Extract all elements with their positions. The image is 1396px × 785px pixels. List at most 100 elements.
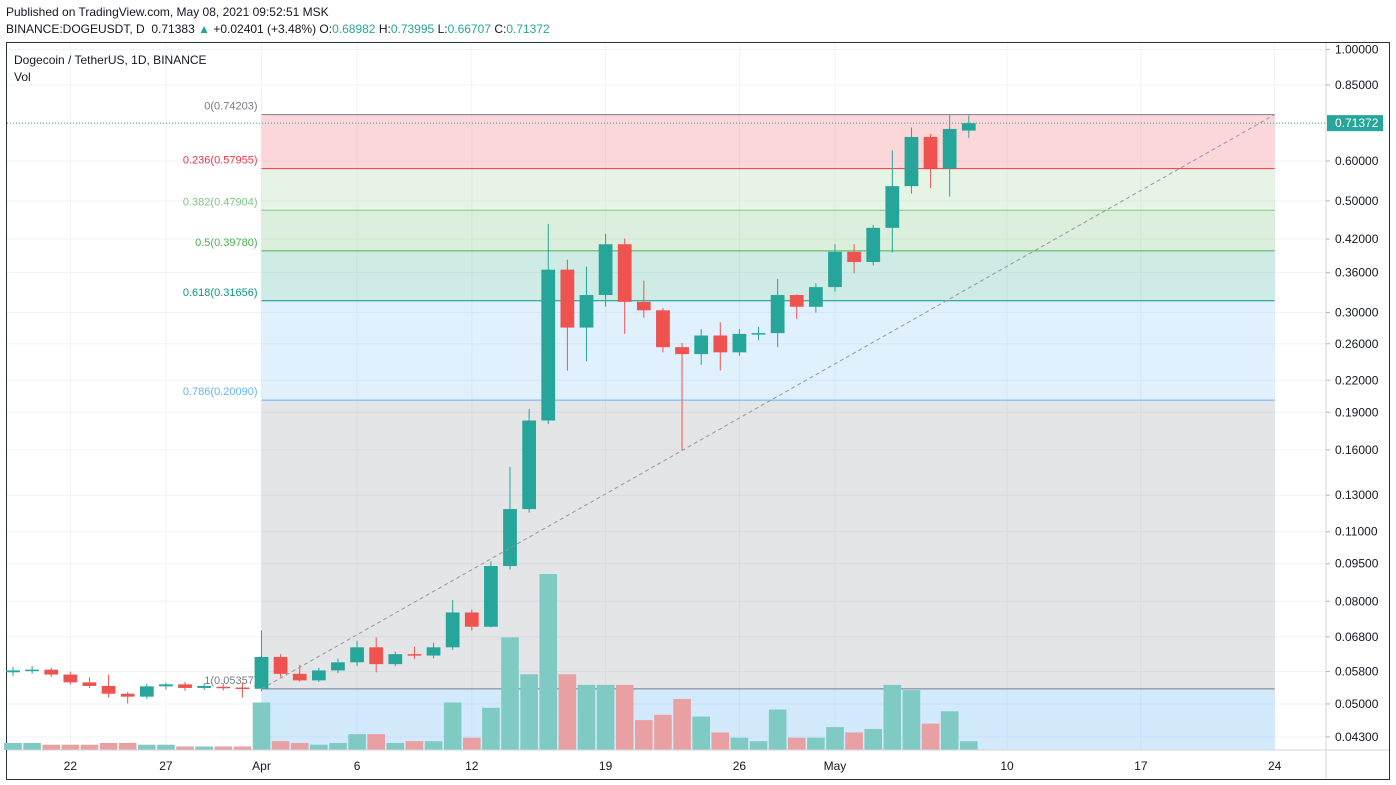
volume-bar (635, 720, 653, 750)
candle-body (292, 673, 307, 681)
volume-bar (768, 709, 787, 750)
price-tick-label: 0.36000 (1335, 266, 1379, 280)
volume-bar (405, 741, 424, 750)
symbol-label: BINANCE:DOGEUSDT, D (6, 22, 145, 36)
time-tick-label: 19 (599, 759, 613, 773)
candle-body (484, 566, 498, 627)
volume-bar (807, 737, 825, 750)
fib-level-label: 0.236(0.57955) (183, 155, 258, 167)
last-price-badge (1327, 115, 1383, 132)
grid (7, 43, 1326, 750)
volume-bar (558, 674, 577, 750)
chart-header: Published on TradingView.com, May 08, 20… (0, 0, 1396, 42)
candle-body (216, 686, 231, 689)
candle-body (617, 244, 632, 302)
candle-body (369, 647, 384, 665)
volume-bar (501, 637, 519, 750)
price-tick-label: 1.00000 (1335, 42, 1379, 56)
candle-body (82, 682, 97, 686)
close-label: C: (494, 22, 507, 36)
candle-body (713, 335, 728, 353)
time-tick-label: May (824, 759, 847, 773)
series-legend[interactable]: Dogecoin / TetherUS, 1D, BINANCE (14, 53, 207, 67)
volume-bar (252, 702, 271, 750)
volume-bar (864, 728, 883, 750)
volume-bar (42, 744, 61, 750)
time-tick-label: 10 (1000, 759, 1014, 773)
candle-body (961, 123, 976, 131)
price-axis[interactable]: 1.00000 0.85000 0.60000 0.50000 0.42000 0.360… (1325, 42, 1383, 779)
candle-body (120, 693, 135, 697)
candle-body (235, 687, 250, 690)
volume-legend[interactable]: Vol (14, 70, 31, 84)
candle-body (560, 269, 575, 328)
trend-line (261, 114, 1275, 690)
candle-body (25, 669, 39, 672)
volume-bar (118, 742, 137, 750)
fib-level-label: 0(0.74203) (204, 101, 257, 113)
candles[interactable] (6, 115, 976, 704)
volume-bar (271, 741, 290, 750)
fib-zone (261, 168, 1275, 211)
fib-level-label: 0.382(0.47904) (183, 196, 258, 208)
volume-bar (424, 741, 443, 750)
price-tick-label: 0.19000 (1335, 405, 1379, 419)
candle-body (847, 251, 861, 263)
volume-bar (883, 684, 902, 750)
candle-body (541, 269, 556, 421)
high-label: H: (378, 22, 391, 36)
candle-body (751, 333, 766, 335)
candle-body (694, 335, 709, 355)
time-tick-label: 26 (733, 759, 747, 773)
candle-body (579, 295, 594, 328)
candle-body (866, 227, 881, 263)
volume-bar (520, 674, 538, 750)
fib-level-label: 0.618(0.31656) (183, 287, 258, 299)
volume-bar (367, 734, 385, 750)
time-axis[interactable]: 22 27 Apr 6 12 19 26 May 10 17 24 (7, 749, 1389, 773)
candle-body (101, 685, 116, 694)
price-tick-label: 0.60000 (1335, 154, 1379, 168)
candle-body (503, 509, 517, 567)
change-arrow-icon: ▲ (198, 22, 210, 36)
fib-zone (261, 400, 1275, 689)
volume-bar (290, 742, 309, 750)
volume-bar (960, 741, 978, 750)
quote-line: BINANCE:DOGEUSDT, D 0.71383 ▲ +0.02401 (… (6, 22, 550, 36)
candle-body (598, 244, 613, 296)
price-tick-label: 0.08000 (1335, 594, 1379, 608)
candle-body (350, 647, 364, 663)
volume-bars (4, 574, 978, 750)
fib-zone (261, 688, 1275, 750)
candle-body (464, 612, 479, 627)
volume-bar (902, 690, 921, 750)
candle-body (445, 612, 460, 648)
volume-bar (577, 684, 596, 750)
candle-body (789, 295, 804, 307)
volume-bar (4, 742, 22, 750)
price-tick-label: 0.22000 (1335, 373, 1379, 387)
volume-bar (23, 742, 41, 750)
last-price: 0.71383 (151, 22, 195, 36)
volume-bar (214, 746, 233, 750)
price-tick-label: 0.06800 (1335, 630, 1379, 644)
volume-bar (61, 744, 80, 750)
candle-body (311, 670, 326, 681)
fibonacci-retracement[interactable]: 0(0.74203) 0.236(0.57955) 0.382(0.47904) 0.… (183, 101, 1275, 750)
last-price-badge-label: 0.71372 (1335, 116, 1379, 130)
volume-bar (596, 684, 615, 750)
candle-body (426, 647, 441, 656)
price-tick-label: 0.11000 (1335, 525, 1378, 539)
volume-bar (99, 742, 118, 750)
price-tick-label: 0.26000 (1335, 337, 1379, 351)
chart-frame[interactable] (6, 42, 1390, 780)
volume-bar (329, 742, 347, 750)
fib-level-label: 1(0.05357) (204, 675, 257, 687)
price-tick-label: 0.05800 (1335, 665, 1379, 679)
volume-bar (157, 744, 175, 750)
candle-body (942, 128, 957, 169)
price-tick-label: 0.85000 (1335, 78, 1379, 92)
volume-bar (176, 746, 194, 750)
price-tick-label: 0.04300 (1335, 730, 1379, 744)
